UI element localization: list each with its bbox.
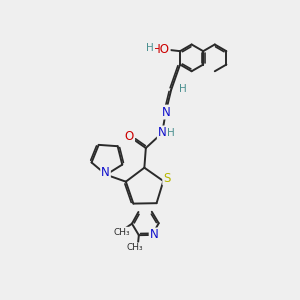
Text: CH₃: CH₃ — [126, 243, 143, 252]
Text: N: N — [150, 228, 158, 242]
Text: HO: HO — [152, 43, 170, 56]
Text: S: S — [163, 172, 171, 184]
Text: N: N — [158, 126, 167, 140]
Text: O: O — [125, 130, 134, 143]
Text: N: N — [161, 106, 170, 118]
Text: H: H — [178, 85, 186, 94]
Text: N: N — [101, 167, 110, 179]
Text: H: H — [146, 43, 154, 53]
Text: H: H — [167, 128, 174, 138]
Text: CH₃: CH₃ — [113, 227, 130, 236]
